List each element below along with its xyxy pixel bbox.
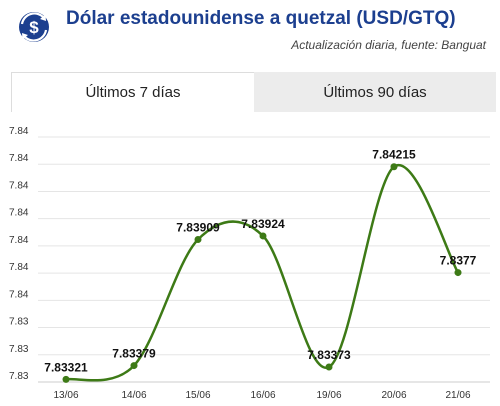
y-tick-label: 7.83 xyxy=(9,371,29,382)
page-subtitle: Actualización diaria, fuente: Banguat xyxy=(291,38,486,52)
app-header: $ Dólar estadounidense a quetzal (USD/GT… xyxy=(0,0,500,64)
data-point xyxy=(259,232,267,240)
y-tick-label: 7.83 xyxy=(9,344,29,355)
data-label: 7.84215 xyxy=(372,148,416,162)
data-point xyxy=(194,236,202,244)
y-tick-label: 7.83 xyxy=(9,317,29,328)
y-tick-label: 7.84 xyxy=(9,235,29,246)
x-tick-label: 15/06 xyxy=(185,390,210,401)
y-tick-label: 7.84 xyxy=(9,262,29,273)
tab-last-90-days[interactable]: Últimos 90 días xyxy=(254,72,496,112)
x-tick-label: 19/06 xyxy=(316,390,341,401)
range-tabs: Últimos 7 días Últimos 90 días xyxy=(11,72,496,112)
x-tick-label: 16/06 xyxy=(250,390,275,401)
y-tick-label: 7.84 xyxy=(9,208,29,219)
svg-text:$: $ xyxy=(29,18,39,37)
y-tick-label: 7.84 xyxy=(9,153,29,164)
x-tick-label: 21/06 xyxy=(445,390,470,401)
data-label: 7.83909 xyxy=(176,221,220,235)
data-point xyxy=(390,163,398,171)
data-point xyxy=(454,269,462,277)
tab-last-7-days[interactable]: Últimos 7 días xyxy=(11,72,254,112)
x-tick-label: 14/06 xyxy=(121,390,146,401)
y-tick-label: 7.84 xyxy=(9,126,29,137)
data-point xyxy=(325,363,333,371)
data-point xyxy=(130,362,138,370)
page-title: Dólar estadounidense a quetzal (USD/GTQ) xyxy=(66,8,456,29)
line-chart: 7.84 7.84 7.84 7.84 7.84 7.84 7.84 7.83 7.83 7.83… xyxy=(9,126,490,401)
x-tick-label: 13/06 xyxy=(53,390,78,401)
data-label: 7.83321 xyxy=(44,360,88,374)
data-label: 7.8377 xyxy=(440,254,477,268)
data-point xyxy=(62,375,70,383)
x-tick-label: 20/06 xyxy=(381,390,406,401)
data-label: 7.83379 xyxy=(112,347,156,361)
data-label: 7.83373 xyxy=(307,348,351,362)
dollar-sync-icon: $ xyxy=(17,10,51,44)
exchange-rate-chart: 7.84 7.84 7.84 7.84 7.84 7.84 7.84 7.83 7.83 7.83… xyxy=(0,112,500,406)
data-label: 7.83924 xyxy=(241,217,285,231)
y-tick-label: 7.84 xyxy=(9,180,29,191)
y-tick-label: 7.84 xyxy=(9,289,29,300)
